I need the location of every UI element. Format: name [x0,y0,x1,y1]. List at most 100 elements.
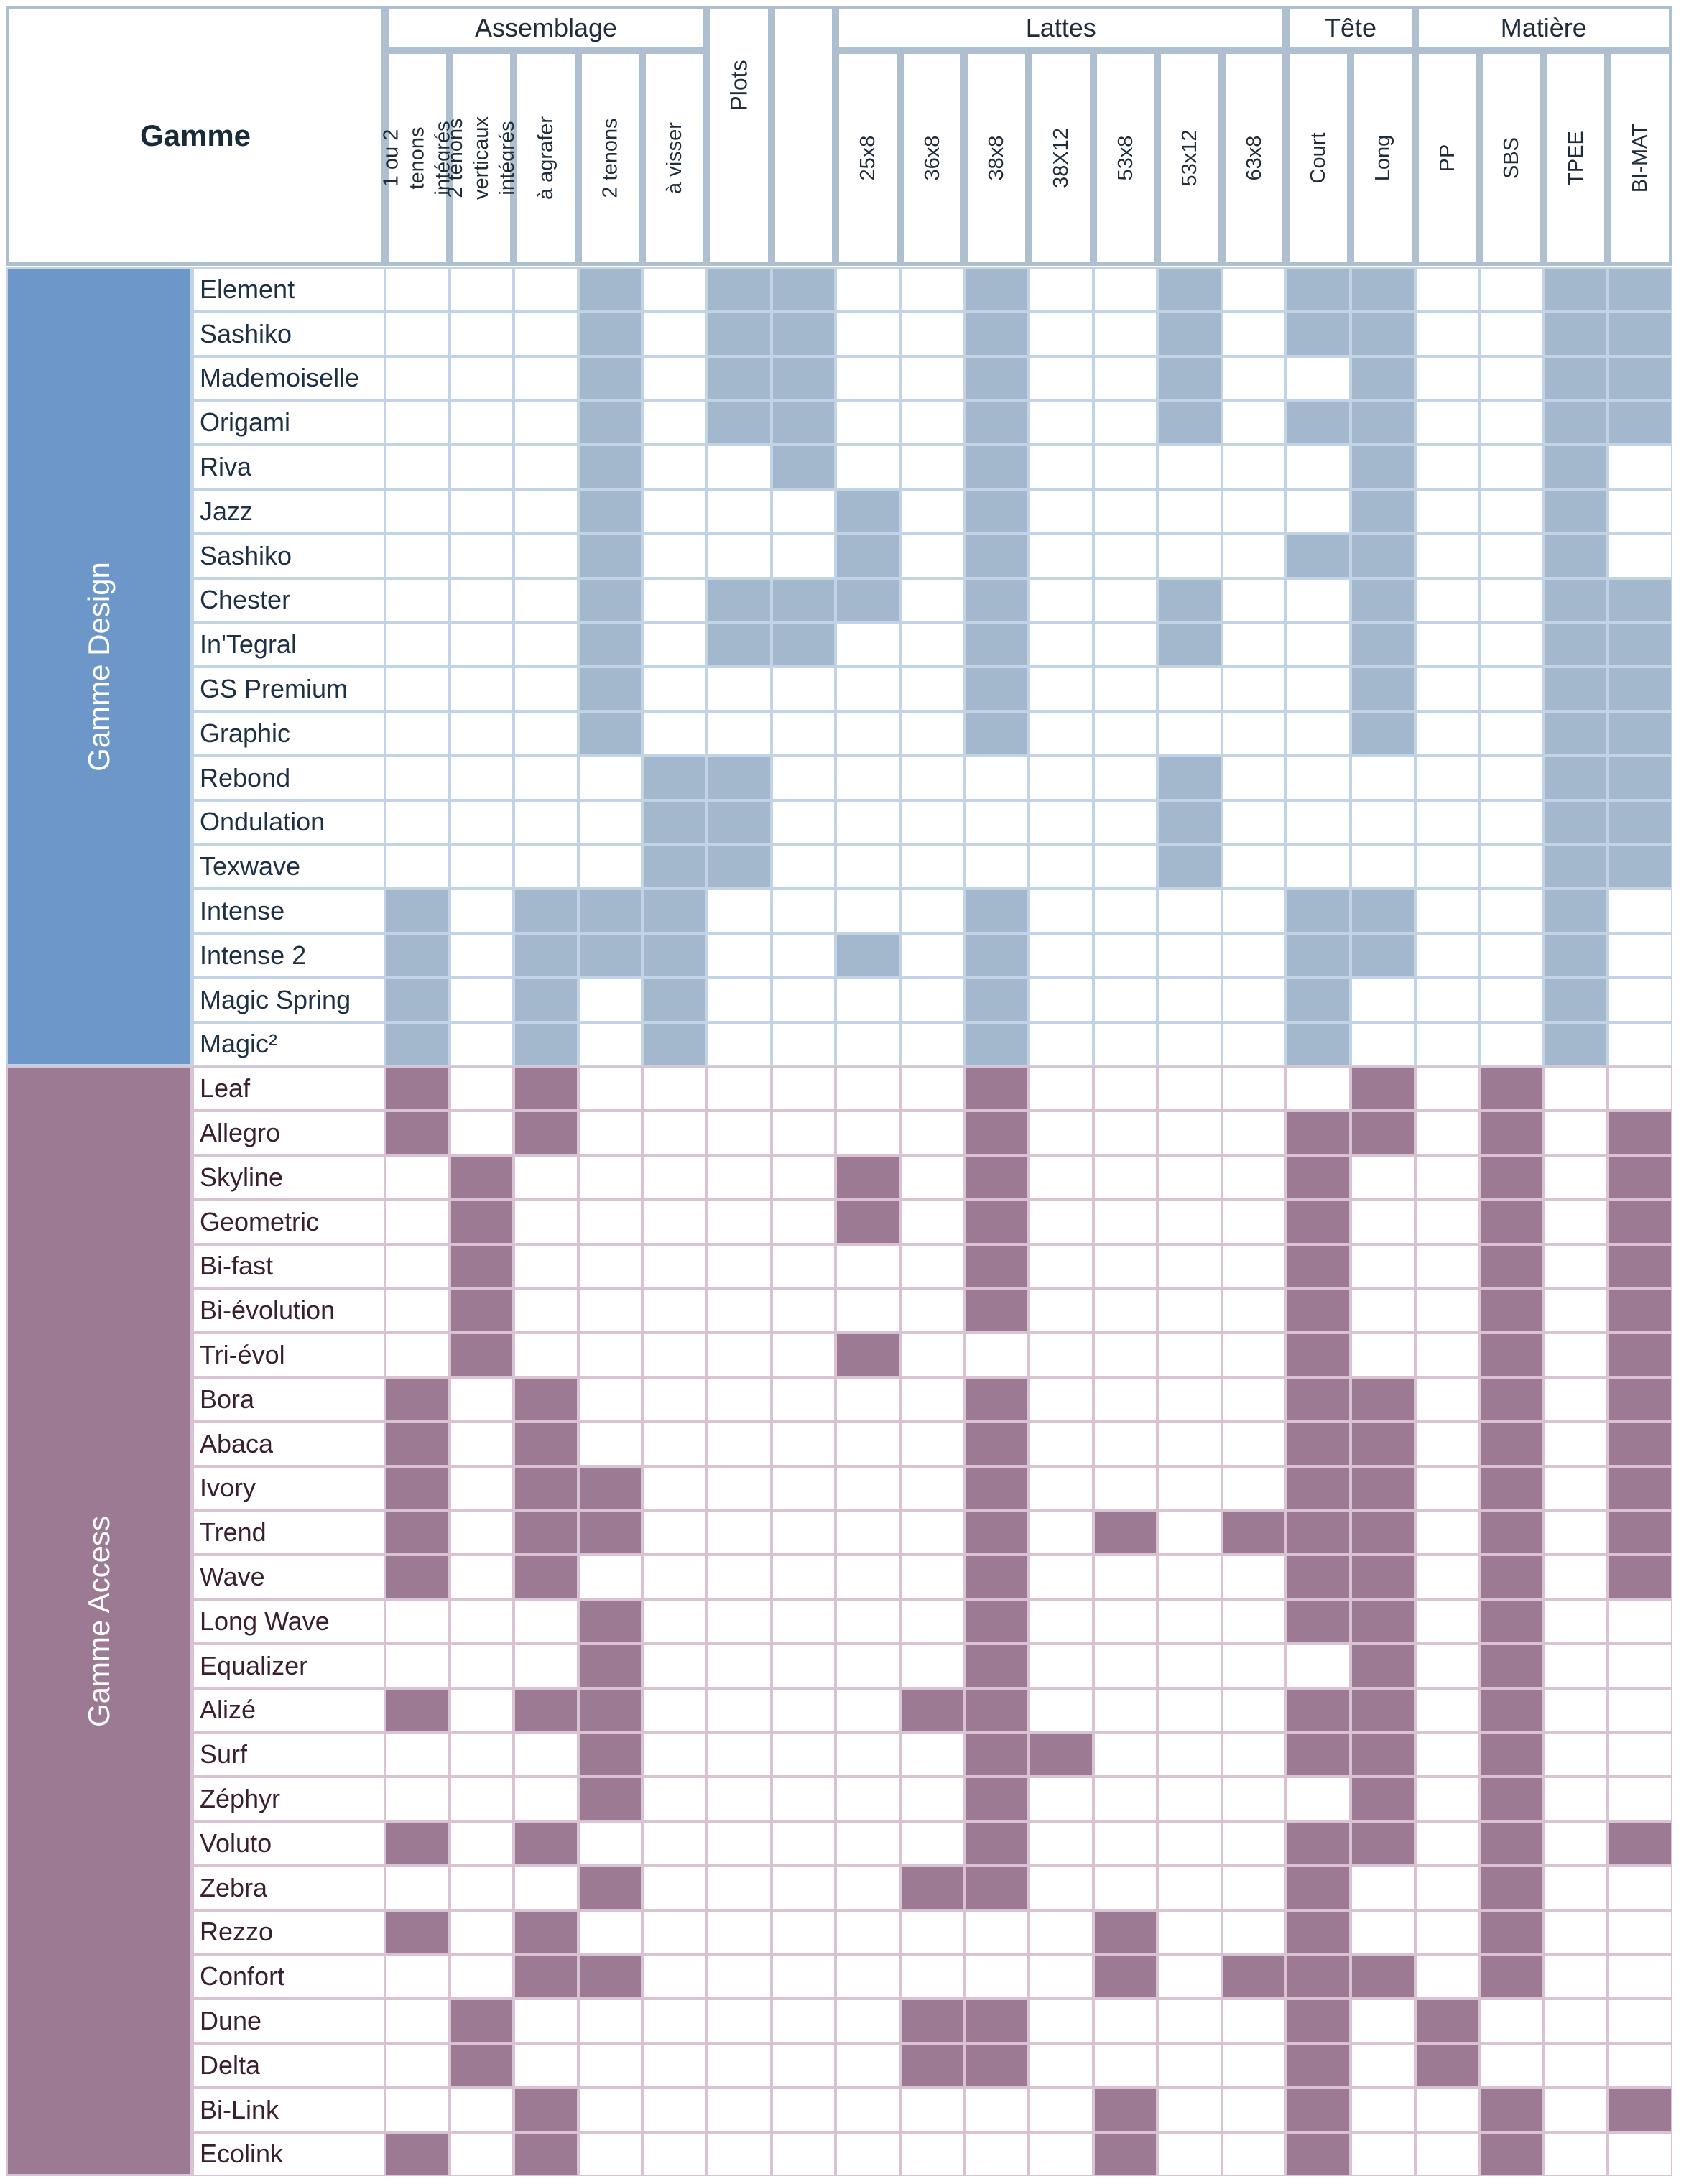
empty-cell [385,1954,450,1999]
filled-cell [1093,2087,1158,2132]
filled-cell [1479,1821,1544,1866]
empty-cell [642,1599,707,1644]
filled-cell [1415,1999,1480,2043]
filled-cell [1286,2043,1351,2088]
empty-cell [835,1821,900,1866]
empty-cell [449,1821,514,1866]
empty-cell [1608,1688,1672,1733]
filled-cell [578,400,643,445]
filled-cell [964,1022,1029,1067]
row-label: Sashiko [193,533,385,578]
filled-cell [1157,356,1222,401]
filled-cell [1608,400,1672,445]
empty-cell [1608,2043,1672,2088]
filled-cell [514,2087,578,2132]
empty-cell [1415,1066,1480,1111]
empty-cell [1415,1643,1480,1688]
filled-cell [1286,1821,1351,1866]
filled-cell [1543,622,1608,667]
empty-cell [899,1066,965,1111]
empty-cell [771,889,836,933]
filled-cell [514,889,578,933]
filled-cell [1543,311,1608,356]
filled-cell [1543,933,1608,978]
empty-cell [578,1421,643,1466]
row-label: Zebra [193,1865,385,1910]
filled-cell [1608,1466,1672,1511]
empty-cell [449,1599,514,1644]
empty-cell [899,800,965,845]
empty-cell [1029,1022,1093,1067]
empty-cell [514,2043,578,2088]
empty-cell [1221,1111,1287,1155]
empty-cell [899,622,965,667]
empty-cell [707,1510,772,1555]
empty-cell [385,1333,450,1377]
filled-cell [964,1377,1029,1422]
empty-cell [385,1643,450,1688]
empty-cell [449,1732,514,1777]
row-label: Intense [193,889,385,933]
filled-cell [1543,533,1608,578]
empty-cell [1093,1599,1158,1644]
empty-cell [1157,533,1222,578]
filled-cell [1479,1599,1544,1644]
empty-cell [707,445,772,489]
empty-cell [835,1066,900,1111]
empty-cell [1093,533,1158,578]
empty-cell [449,1777,514,1821]
filled-cell [835,578,900,623]
empty-cell [1029,1111,1093,1155]
empty-cell [1221,889,1287,933]
filled-cell [1286,1377,1351,1422]
empty-cell [578,1111,643,1155]
empty-cell [1415,977,1480,1022]
filled-cell [964,1199,1029,1244]
empty-cell [771,1865,836,1910]
filled-cell [707,622,772,667]
column-header-label: Long [1371,134,1394,182]
filled-cell [514,1066,578,1111]
empty-cell [449,356,514,401]
row-label: Equalizer [193,1643,385,1688]
row-label: Ondulation [193,800,385,845]
row-label: Texwave [193,844,385,889]
filled-cell [1351,400,1415,445]
empty-cell [642,1199,707,1244]
empty-cell [1029,1333,1093,1377]
empty-cell [1415,356,1480,401]
filled-cell [1351,1732,1415,1777]
empty-cell [1157,1999,1222,2043]
filled-cell [771,445,836,489]
empty-cell [1415,622,1480,667]
section-label: Gamme Design [6,267,193,1067]
empty-cell [1415,1333,1480,1377]
empty-cell [449,622,514,667]
filled-cell [1543,400,1608,445]
row-label: Rebond [193,755,385,800]
empty-cell [385,1732,450,1777]
empty-cell [1286,356,1351,401]
filled-cell [1543,711,1608,756]
empty-cell [1157,1377,1222,1422]
column-header: SBS [1479,50,1544,266]
empty-cell [1479,311,1544,356]
empty-cell [1351,2043,1415,2088]
filled-cell [578,356,643,401]
empty-cell [642,1954,707,1999]
empty-cell [899,1466,965,1511]
empty-cell [835,1510,900,1555]
empty-cell [707,1732,772,1777]
empty-cell [964,1910,1029,1955]
empty-cell [1608,1643,1672,1688]
row-label: Jazz [193,489,385,534]
empty-cell [1479,755,1544,800]
filled-cell [1351,1377,1415,1422]
empty-cell [1029,1910,1093,1955]
empty-cell [964,800,1029,845]
filled-cell [385,2132,450,2177]
filled-cell [1608,267,1672,312]
empty-cell [1157,1555,1222,1599]
empty-cell [1286,489,1351,534]
filled-cell [1286,1865,1351,1910]
